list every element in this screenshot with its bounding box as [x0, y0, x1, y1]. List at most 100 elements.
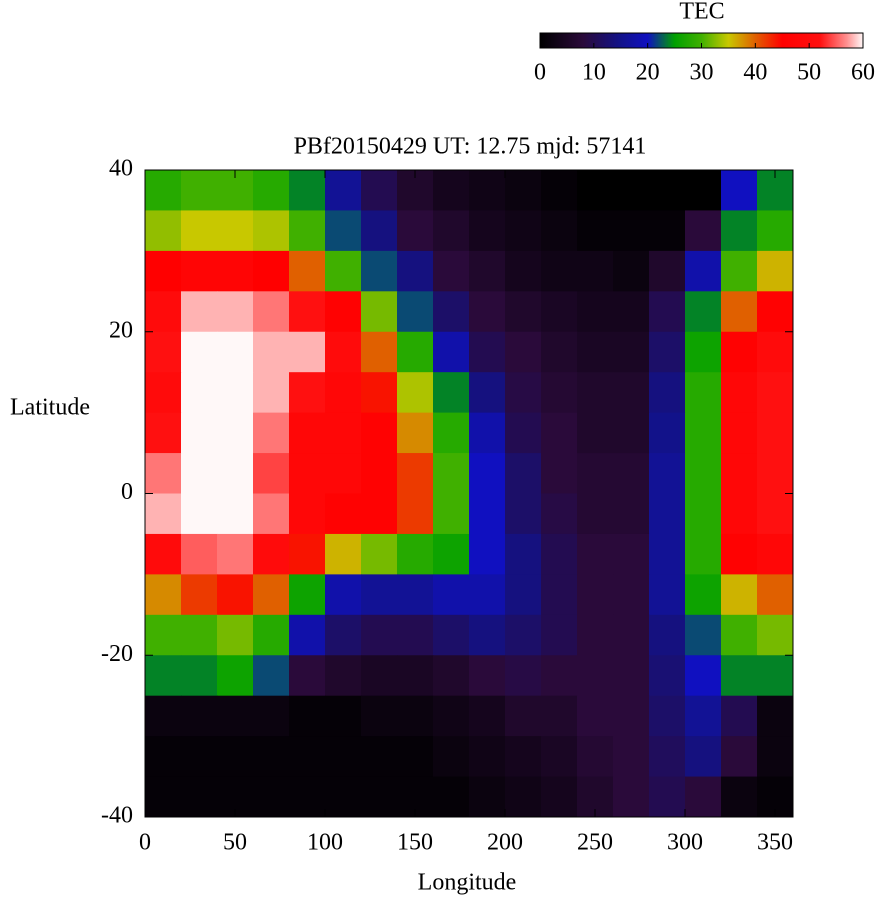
heatmap-cell	[757, 574, 794, 616]
heatmap-cell	[325, 493, 362, 535]
heatmap-cell	[721, 695, 758, 737]
y-tick-label: -20	[101, 641, 133, 667]
heatmap-cell	[541, 533, 578, 575]
heatmap-cell	[217, 695, 254, 737]
heatmap-cell	[253, 776, 290, 818]
heatmap-cell	[541, 776, 578, 818]
heatmap-cell	[145, 614, 182, 656]
heatmap-cell	[577, 614, 614, 656]
heatmap-cell	[181, 493, 218, 535]
heatmap-cell	[505, 412, 542, 454]
heatmap-cell	[325, 412, 362, 454]
heatmap-cell	[361, 453, 398, 494]
heatmap-cell	[613, 736, 650, 778]
heatmap-cell	[685, 776, 722, 818]
heatmap-cell	[577, 736, 614, 778]
heatmap-cell	[577, 331, 614, 373]
heatmap-cell	[325, 210, 362, 252]
heatmap-cell	[757, 655, 794, 697]
heatmap-cell	[361, 695, 398, 737]
heatmap-cell	[433, 736, 470, 778]
heatmap-cell	[397, 655, 434, 697]
heatmap-cell	[361, 736, 398, 778]
y-axis-label: Latitude	[10, 395, 90, 421]
heatmap-cell	[613, 453, 650, 494]
heatmap-cell	[577, 533, 614, 575]
heatmap-cell	[541, 210, 578, 252]
heatmap-cell	[217, 210, 254, 252]
heatmap-cell	[217, 372, 254, 414]
heatmap-cell	[145, 372, 182, 414]
heatmap-cell	[685, 453, 722, 494]
heatmap-cell	[649, 453, 686, 494]
heatmap-cell	[181, 250, 218, 292]
heatmap-cell	[253, 291, 290, 333]
heatmap-cell	[757, 614, 794, 656]
heatmap-cell	[289, 776, 326, 818]
heatmap-cell	[289, 736, 326, 778]
heatmap-cell	[721, 372, 758, 414]
heatmap-cell	[433, 493, 470, 535]
colorbar-tick-label: 0	[534, 60, 546, 86]
heatmap-cell	[541, 291, 578, 333]
heatmap-cell	[505, 170, 542, 211]
heatmap-cell	[325, 291, 362, 333]
heatmap-cell	[685, 412, 722, 454]
heatmap-cell	[757, 736, 794, 778]
heatmap-cell	[145, 776, 182, 818]
heatmap-cell	[721, 170, 758, 211]
heatmap-cell	[181, 210, 218, 252]
heatmap-cell	[757, 291, 794, 333]
colorbar-tick-label: 60	[851, 60, 875, 86]
heatmap-cell	[505, 493, 542, 535]
heatmap-cell	[613, 655, 650, 697]
heatmap-cell	[289, 695, 326, 737]
heatmap-cell	[541, 250, 578, 292]
heatmap-cell	[469, 695, 506, 737]
heatmap-cell	[613, 170, 650, 211]
heatmap-cell	[433, 695, 470, 737]
heatmap-cell	[433, 776, 470, 818]
heatmap-cell	[505, 736, 542, 778]
heatmap-cell	[721, 453, 758, 494]
heatmap-cell	[289, 210, 326, 252]
heatmap-cell	[253, 372, 290, 414]
heatmap-cell	[577, 493, 614, 535]
heatmap-cell	[361, 331, 398, 373]
heatmap-cell	[217, 736, 254, 778]
heatmap-cell	[217, 655, 254, 697]
heatmap-cell	[361, 574, 398, 616]
colorbar-tick-label: 40	[743, 60, 767, 86]
chart-title: PBf20150429 UT: 12.75 mjd: 57141	[294, 134, 647, 160]
colorbar-tick-label: 10	[582, 60, 606, 86]
heatmap-cell	[649, 695, 686, 737]
heatmap-cell	[145, 250, 182, 292]
heatmap-cell	[397, 493, 434, 535]
heatmap-cell	[253, 655, 290, 697]
heatmap-cell	[469, 736, 506, 778]
heatmap-cell	[685, 533, 722, 575]
heatmap-cell	[181, 614, 218, 656]
heatmap-cell	[505, 574, 542, 616]
heatmap-cell	[289, 574, 326, 616]
heatmap-cell	[145, 210, 182, 252]
heatmap-cell	[253, 453, 290, 494]
heatmap-cell	[325, 331, 362, 373]
heatmap-cell	[469, 533, 506, 575]
heatmap-cell	[649, 210, 686, 252]
heatmap-cell	[397, 533, 434, 575]
heatmap-cell	[433, 210, 470, 252]
heatmap-cell	[685, 210, 722, 252]
heatmap-cell	[757, 533, 794, 575]
heatmap-cell	[253, 170, 290, 211]
heatmap-cell	[469, 170, 506, 211]
heatmap-cell	[685, 372, 722, 414]
heatmap-cell	[685, 695, 722, 737]
colorbar-tick-label: 30	[690, 60, 714, 86]
heatmap-cell	[181, 776, 218, 818]
heatmap-cell	[649, 655, 686, 697]
heatmap-cell	[541, 453, 578, 494]
heatmap-cell	[577, 655, 614, 697]
heatmap-cell	[685, 291, 722, 333]
